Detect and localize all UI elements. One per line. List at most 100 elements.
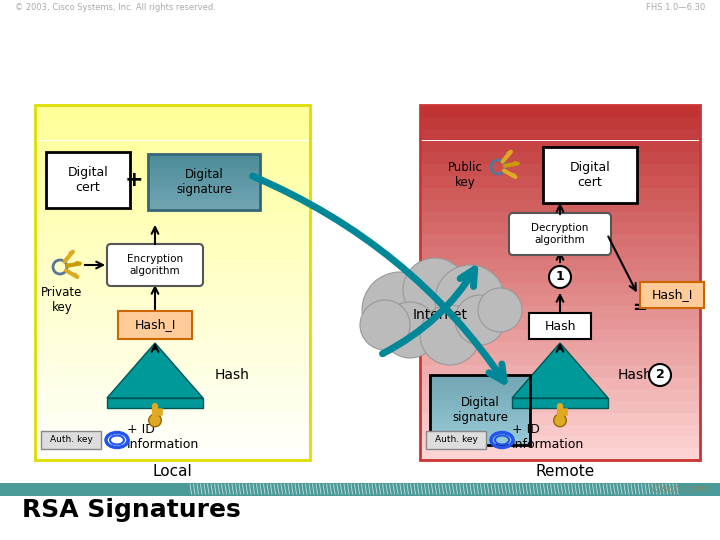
Bar — [148, 196, 260, 199]
FancyBboxPatch shape — [118, 311, 192, 339]
Bar — [35, 354, 310, 366]
Bar — [148, 168, 260, 171]
FancyBboxPatch shape — [509, 213, 611, 255]
Text: Hash: Hash — [544, 320, 576, 333]
Bar — [148, 207, 260, 210]
Bar — [35, 271, 310, 282]
Circle shape — [403, 258, 467, 322]
Bar — [420, 377, 700, 389]
Bar — [148, 187, 260, 191]
Bar — [35, 140, 310, 152]
Text: Digital
signature: Digital signature — [452, 396, 508, 424]
Circle shape — [478, 288, 522, 332]
Bar — [148, 185, 260, 187]
Bar — [420, 448, 700, 460]
Bar — [430, 431, 530, 435]
Bar — [148, 179, 260, 182]
Text: Remote: Remote — [536, 464, 595, 480]
Bar — [35, 259, 310, 271]
Bar — [420, 105, 700, 460]
Circle shape — [360, 300, 410, 350]
Bar — [420, 129, 700, 140]
Bar — [430, 424, 530, 428]
Bar — [35, 117, 310, 129]
Bar — [35, 294, 310, 306]
Bar — [35, 342, 310, 354]
Bar — [35, 401, 310, 413]
Bar — [430, 375, 530, 379]
Bar — [420, 389, 700, 401]
Text: RSA Signatures: RSA Signatures — [22, 498, 240, 522]
Bar — [430, 414, 530, 417]
FancyBboxPatch shape — [41, 431, 101, 449]
Bar — [35, 164, 310, 176]
Bar — [35, 318, 310, 330]
Text: Local: Local — [152, 464, 192, 480]
Text: © 2003, Cisco Systems, Inc. All rights reserved.: © 2003, Cisco Systems, Inc. All rights r… — [15, 3, 216, 12]
Text: Digital
signature: Digital signature — [176, 168, 232, 196]
Bar — [430, 421, 530, 424]
Bar — [35, 224, 310, 235]
Text: Auth. key: Auth. key — [50, 435, 92, 444]
Bar — [430, 428, 530, 431]
Bar — [35, 212, 310, 224]
Text: 2: 2 — [656, 368, 665, 381]
Bar — [35, 176, 310, 188]
Circle shape — [649, 364, 671, 386]
Bar — [430, 410, 530, 414]
Bar — [35, 129, 310, 140]
Bar — [420, 306, 700, 318]
Text: Hash_I: Hash_I — [652, 288, 693, 301]
Bar — [420, 342, 700, 354]
Bar — [430, 417, 530, 421]
Bar — [35, 152, 310, 164]
FancyBboxPatch shape — [46, 152, 130, 208]
Bar — [148, 160, 260, 163]
Bar — [148, 173, 260, 177]
Bar — [420, 401, 700, 413]
Bar — [430, 389, 530, 393]
Bar — [430, 386, 530, 389]
Bar — [148, 154, 260, 210]
Text: 1: 1 — [556, 271, 564, 284]
Text: Cisco.com: Cisco.com — [652, 484, 708, 495]
Bar — [35, 377, 310, 389]
Bar — [35, 330, 310, 342]
Bar — [35, 282, 310, 294]
Bar — [420, 235, 700, 247]
Text: Hash: Hash — [618, 368, 653, 382]
Bar — [430, 379, 530, 382]
Bar — [148, 154, 260, 157]
Bar — [35, 105, 310, 460]
Bar — [420, 140, 700, 152]
Text: Digital
cert: Digital cert — [570, 161, 611, 189]
Bar — [35, 200, 310, 212]
Polygon shape — [512, 343, 608, 398]
Bar — [35, 436, 310, 448]
Bar — [35, 247, 310, 259]
Bar — [420, 424, 700, 436]
Text: Hash: Hash — [215, 368, 250, 382]
Bar — [420, 200, 700, 212]
Bar — [420, 259, 700, 271]
Text: + ID
Information: + ID Information — [512, 423, 584, 451]
Bar — [148, 171, 260, 173]
Circle shape — [382, 302, 438, 358]
Bar — [148, 193, 260, 196]
Circle shape — [435, 265, 505, 335]
Bar — [148, 191, 260, 193]
Bar — [420, 436, 700, 448]
FancyBboxPatch shape — [107, 244, 203, 286]
Bar — [430, 403, 530, 407]
Bar — [420, 282, 700, 294]
Circle shape — [149, 414, 161, 427]
Bar — [420, 152, 700, 164]
Text: Public
key: Public key — [448, 161, 482, 189]
Text: Decryption
algorithm: Decryption algorithm — [531, 223, 589, 245]
Bar — [420, 330, 700, 342]
Bar — [0, 483, 720, 496]
Bar — [148, 199, 260, 201]
Bar — [430, 396, 530, 400]
Bar — [420, 105, 700, 117]
Bar — [420, 117, 700, 129]
